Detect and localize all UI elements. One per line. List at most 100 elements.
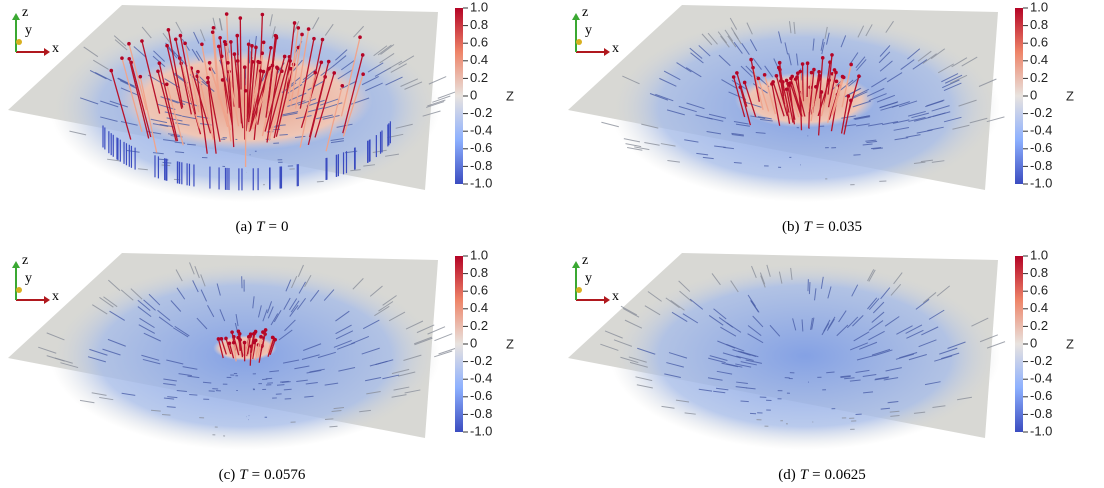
- arrow-head: [211, 30, 215, 34]
- caption: (c)T=0.0576: [219, 467, 306, 483]
- colorbar-label: -1.0: [1030, 423, 1052, 438]
- arrow-head: [293, 21, 297, 25]
- arrow-head: [212, 26, 216, 30]
- arrow-head: [120, 56, 124, 60]
- arrow-head: [340, 84, 344, 88]
- arrow-head: [243, 341, 247, 345]
- x-axis-head: [44, 48, 50, 56]
- colorbar-label: -0.6: [470, 388, 492, 403]
- arrow-head: [849, 63, 853, 67]
- y-axis-dot: [16, 39, 22, 45]
- arrow-head: [249, 332, 253, 336]
- colorbar-label: -0.2: [470, 105, 492, 120]
- arrow-head: [226, 61, 230, 65]
- arrow-head: [321, 38, 325, 42]
- y-axis-dot: [576, 287, 582, 293]
- colorbar-label: -0.8: [1030, 406, 1052, 421]
- colorbar-label: -0.2: [1030, 353, 1052, 368]
- arrow-head: [243, 65, 247, 69]
- arrow-head: [183, 42, 187, 46]
- arrow-head: [228, 341, 232, 345]
- colorbar-label: 0.6: [1030, 35, 1048, 50]
- colorbar-label: 1.0: [470, 247, 488, 262]
- arrow-head: [224, 337, 228, 341]
- caption-symbol: T: [239, 467, 249, 483]
- caption-relation: =: [252, 467, 260, 483]
- y-axis-dot: [16, 287, 22, 293]
- caption-tag: (d): [778, 467, 796, 483]
- arrow-head: [732, 75, 736, 79]
- streamline: [439, 348, 457, 354]
- colorbar-label: 0: [470, 87, 477, 102]
- colorbar-label: -1.0: [470, 175, 492, 190]
- arrow-head: [288, 59, 292, 63]
- colorbar-label: 0.4: [1030, 300, 1048, 315]
- colorbar-label: -0.8: [470, 406, 492, 421]
- arrow-head: [275, 36, 279, 40]
- arrow-head: [254, 46, 258, 50]
- caption-tag: (b): [782, 219, 800, 235]
- arrow-head: [244, 89, 248, 93]
- colorbar-label: 0.6: [470, 283, 488, 298]
- colorbar-title: Z: [506, 88, 514, 103]
- caption-value: 0.0576: [264, 467, 306, 483]
- colorbar-label: 1.0: [470, 0, 488, 14]
- arrow-head: [109, 69, 113, 73]
- caption-value: 0.0625: [825, 467, 866, 483]
- arrow-head: [229, 40, 233, 44]
- colorbar-label: -0.4: [1030, 123, 1052, 138]
- caption-value: 0: [281, 219, 289, 235]
- arrow-head: [127, 42, 131, 46]
- arrow-head: [778, 61, 782, 65]
- z-axis-head: [572, 261, 580, 268]
- arrow-head: [206, 76, 210, 80]
- colorbar-label: 0.8: [470, 17, 488, 32]
- streamline: [434, 334, 452, 341]
- arrow-head: [327, 60, 331, 64]
- arrow: [240, 18, 241, 89]
- colorbar-label: -0.8: [470, 158, 492, 173]
- arrow-head: [276, 67, 280, 71]
- arrow-head: [812, 68, 816, 72]
- arrow-head: [174, 37, 178, 41]
- colorbar-label: -0.4: [1030, 371, 1052, 386]
- colorbar-title: Z: [506, 336, 514, 351]
- streamline: [203, 382, 211, 383]
- axis-label: x: [52, 289, 59, 304]
- arrow-head: [361, 72, 365, 76]
- caption-relation: =: [816, 219, 824, 235]
- streamline: [734, 163, 742, 164]
- colorbar-label: 0.6: [470, 35, 488, 50]
- arrow-head: [763, 73, 767, 77]
- arrow-head: [247, 42, 251, 46]
- colorbar-title: Z: [1066, 336, 1074, 351]
- caption-tag: (c): [219, 467, 236, 483]
- arrow-head: [817, 70, 821, 74]
- arrow-head: [262, 41, 266, 45]
- colorbar-label: -0.8: [1030, 158, 1052, 173]
- arrow-head: [814, 85, 818, 89]
- arrow: [803, 64, 804, 101]
- colorbar-label: 0.4: [470, 300, 488, 315]
- arrow-head: [775, 74, 779, 78]
- streamline: [277, 385, 284, 386]
- arrow-head: [220, 337, 224, 341]
- arrow-head: [200, 42, 204, 46]
- figure: xyz1.00.80.60.40.20-0.2-0.4-0.6-0.8-1.0Z…: [0, 0, 1104, 488]
- arrow-head: [208, 61, 212, 65]
- arrow-head: [789, 77, 793, 81]
- colorbar-label: 0: [1030, 87, 1037, 102]
- colorbar-label: 0: [470, 335, 477, 350]
- caption-symbol: T: [803, 219, 813, 235]
- arrow-head: [167, 28, 171, 32]
- arrow-head: [313, 71, 317, 75]
- arrow-head: [269, 46, 273, 50]
- arrow-head: [796, 71, 800, 75]
- colorbar-label: 0: [1030, 335, 1037, 350]
- axis-label: x: [52, 41, 59, 56]
- arrow-head: [810, 71, 814, 75]
- blue-region: [610, 262, 1000, 450]
- caption-relation: =: [812, 467, 820, 483]
- arrow-head: [846, 94, 850, 98]
- arrow-head: [830, 53, 834, 57]
